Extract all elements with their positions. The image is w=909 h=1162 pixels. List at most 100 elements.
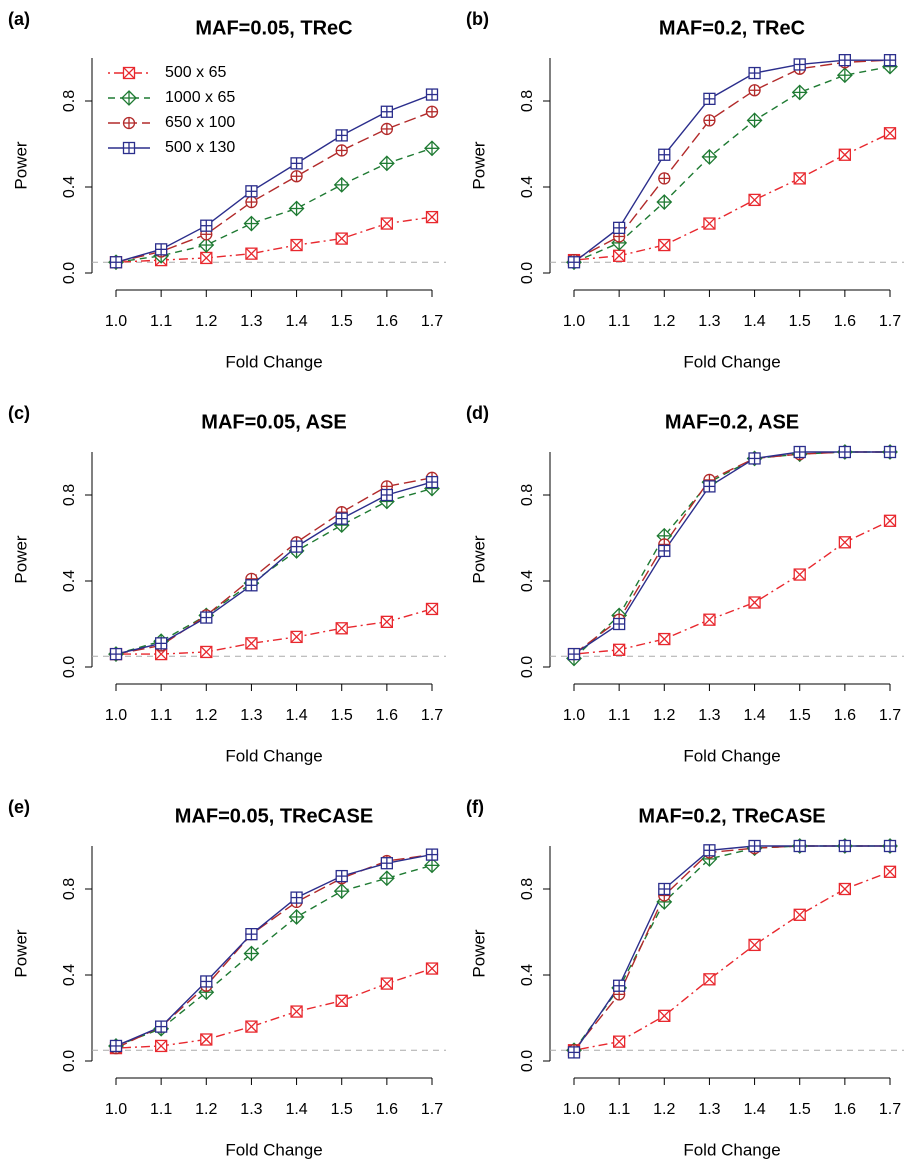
marker xyxy=(122,66,136,80)
series-line xyxy=(573,520,891,655)
marker xyxy=(290,540,303,553)
marker xyxy=(333,883,350,900)
x-tick-label: 1.2 xyxy=(195,1101,217,1118)
x-tick-label: 1.0 xyxy=(563,313,585,330)
panel-label: (a) xyxy=(8,9,30,29)
x-tick-label: 1.2 xyxy=(195,313,217,330)
marker xyxy=(703,92,716,105)
marker xyxy=(658,148,671,161)
marker-part xyxy=(658,1009,671,1022)
x-tick-label: 1.1 xyxy=(150,707,172,724)
panel-title: MAF=0.05, ASE xyxy=(201,411,346,433)
marker xyxy=(245,195,258,209)
x-tick-label: 1.6 xyxy=(834,313,856,330)
marker xyxy=(245,1020,258,1033)
series-line xyxy=(115,111,433,263)
marker xyxy=(335,144,348,157)
x-tick-label: 1.1 xyxy=(608,1101,630,1118)
y-axis-label: Power xyxy=(469,141,488,190)
series-line xyxy=(573,65,891,263)
marker-part xyxy=(335,232,348,245)
marker xyxy=(290,157,303,170)
series-line xyxy=(573,845,890,1051)
x-tick-label: 1.1 xyxy=(608,707,630,724)
series-line xyxy=(573,845,890,1051)
marker xyxy=(200,251,213,265)
marker xyxy=(658,172,671,185)
marker-part xyxy=(245,247,258,260)
marker xyxy=(109,1039,123,1053)
x-tick-label: 1.5 xyxy=(331,313,353,330)
panel: (d) MAF=0.2, ASE Fold Change Power 0.0 0.4 0.8… xyxy=(466,403,904,765)
marker xyxy=(838,536,852,549)
marker xyxy=(109,256,123,269)
x-tick-label: 1.6 xyxy=(376,1101,398,1118)
x-tick-label: 1.5 xyxy=(789,707,811,724)
marker xyxy=(198,237,215,253)
panel-label: (f) xyxy=(466,797,484,817)
marker xyxy=(425,88,439,101)
marker xyxy=(703,114,716,127)
y-tick-label: 0.8 xyxy=(519,878,536,900)
x-tick-label: 1.5 xyxy=(789,313,811,330)
panel-title: MAF=0.05, TReC xyxy=(195,17,352,39)
marker xyxy=(290,170,303,183)
marker xyxy=(245,928,258,941)
marker-part xyxy=(884,865,896,878)
panel: (f) MAF=0.2, TReCASE Fold Change Power 0.0 0.… xyxy=(466,797,904,1159)
x-tick-label: 1.7 xyxy=(879,707,901,724)
panel-label: (b) xyxy=(466,9,489,29)
marker-part xyxy=(884,127,896,140)
x-axis-label: Fold Change xyxy=(683,352,780,371)
marker xyxy=(154,1039,168,1053)
marker xyxy=(290,891,303,904)
marker xyxy=(243,945,260,962)
x-tick-label: 1.3 xyxy=(240,313,262,330)
y-axis-label: Power xyxy=(469,929,488,978)
x-tick-label: 1.0 xyxy=(105,1101,127,1118)
series-line xyxy=(115,93,433,263)
marker xyxy=(424,140,440,157)
panel: (b) MAF=0.2, TReC Fold Change Power 0.0 0.4 0.… xyxy=(466,9,904,371)
marker-part xyxy=(200,1033,213,1046)
marker xyxy=(290,238,303,252)
marker xyxy=(701,148,718,165)
x-tick-label: 1.1 xyxy=(150,1101,172,1118)
panel-label: (d) xyxy=(466,403,489,423)
marker xyxy=(380,857,394,870)
marker-part xyxy=(748,193,761,206)
x-tick-label: 1.0 xyxy=(105,707,127,724)
panel-title: MAF=0.05, TReCASE xyxy=(175,805,373,827)
marker xyxy=(703,217,716,230)
marker xyxy=(380,488,394,502)
marker xyxy=(567,1046,581,1059)
marker-part xyxy=(426,211,438,224)
marker xyxy=(838,54,852,67)
marker xyxy=(333,176,350,193)
marker xyxy=(335,622,348,635)
series-line xyxy=(573,451,890,655)
marker xyxy=(335,512,348,525)
y-tick-label: 0.4 xyxy=(519,570,536,592)
marker-part xyxy=(290,239,303,252)
marker-part xyxy=(380,217,393,230)
y-tick-label: 0.0 xyxy=(519,656,536,678)
marker xyxy=(290,630,303,644)
marker-part xyxy=(703,613,716,626)
marker xyxy=(793,568,806,581)
marker-part xyxy=(613,643,626,656)
marker xyxy=(612,643,626,656)
marker-part xyxy=(884,514,896,527)
y-tick-label: 0.4 xyxy=(61,570,78,592)
series-line xyxy=(115,864,433,1047)
marker xyxy=(288,200,305,217)
x-axis-label: Fold Change xyxy=(225,746,322,765)
x-tick-label: 1.5 xyxy=(789,1101,811,1118)
y-tick-label: 0.8 xyxy=(519,484,536,506)
marker xyxy=(612,1035,626,1048)
y-axis-label: Power xyxy=(11,535,30,584)
x-tick-label: 1.3 xyxy=(698,1101,720,1118)
marker xyxy=(380,977,394,990)
x-tick-label: 1.5 xyxy=(331,707,353,724)
x-axis-label: Fold Change xyxy=(225,352,322,371)
